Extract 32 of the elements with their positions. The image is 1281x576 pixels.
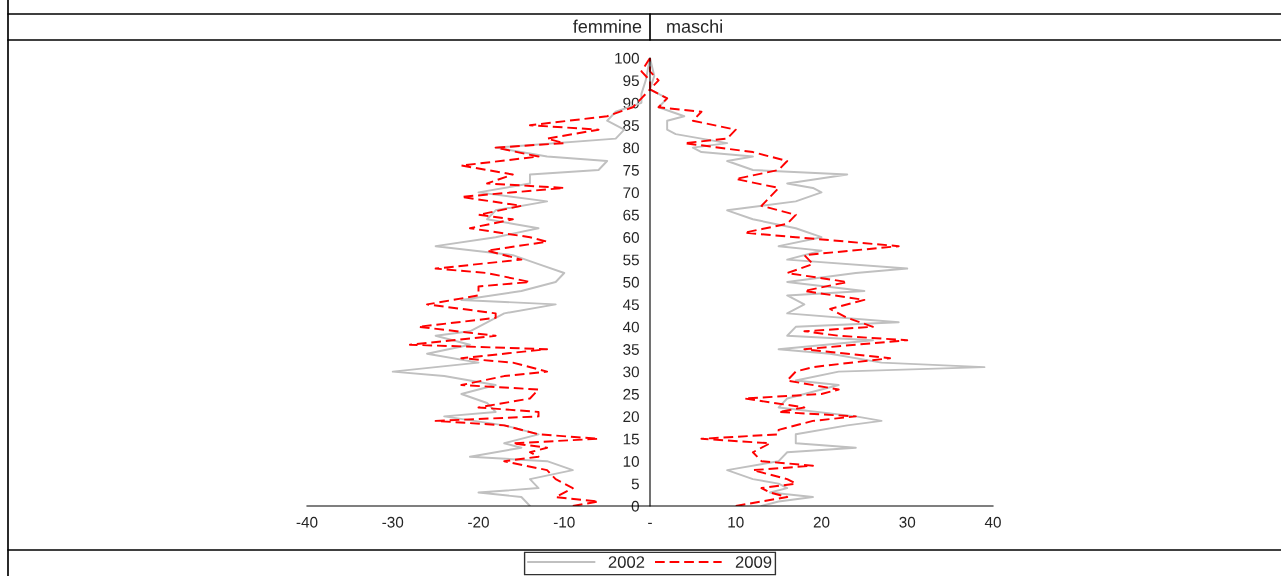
x-tick-label: - [648,522,652,525]
y-tick-label: 100 [615,52,639,64]
legend-label: 2009 [735,556,772,568]
text: femmine [573,19,642,33]
y-tick-label: 45 [622,299,639,311]
y-tick-label: 60 [623,232,639,243]
y-tick-label: 35 [623,344,639,355]
x-tick-label: -30 [382,516,404,528]
y-tick-label: 55 [623,254,639,266]
y-tick-label: 80 [623,142,639,154]
y-tick-label: 15 [623,433,639,445]
x-tick-label: 30 [899,516,916,528]
y-tick-label: 50 [623,276,639,288]
y-tick-label: 95 [623,75,639,87]
legend-label: 2002 [608,556,645,568]
y-tick-label: 85 [623,120,639,131]
x-tick-label: 40 [984,516,1001,528]
y-tick-label: 20 [623,411,639,423]
y-tick-label: 70 [623,187,639,199]
y-tick-label: 25 [623,388,639,400]
y-tick-label: 40 [622,321,639,333]
text: maschi [667,19,722,33]
y-tick-label: 10 [623,456,639,467]
x-tick-label: -10 [553,516,575,528]
y-tick-label: 65 [623,209,639,221]
y-tick-label: 5 [631,478,639,490]
x-tick-label: -40 [296,516,318,528]
x-tick-label: -20 [468,516,489,528]
y-tick-label: 75 [623,165,639,176]
x-tick-label: 20 [813,516,830,528]
y-tick-label: 30 [623,366,639,378]
x-tick-label: 10 [728,516,744,528]
